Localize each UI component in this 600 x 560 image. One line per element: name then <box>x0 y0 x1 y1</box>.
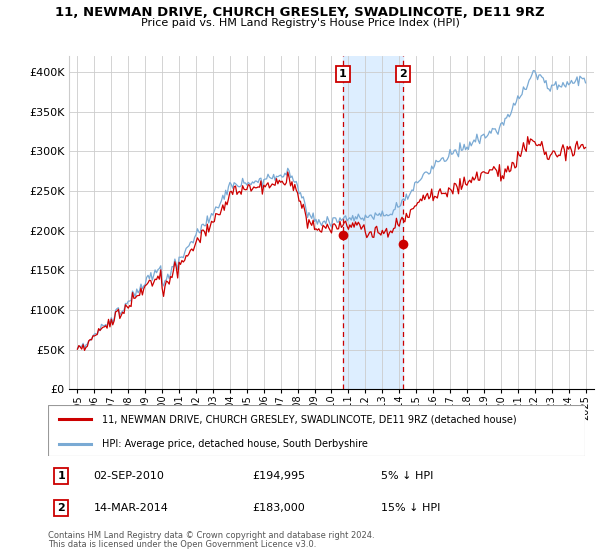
Bar <box>343 56 403 389</box>
Text: 15% ↓ HPI: 15% ↓ HPI <box>381 503 440 514</box>
Text: This data is licensed under the Open Government Licence v3.0.: This data is licensed under the Open Gov… <box>48 540 316 549</box>
FancyBboxPatch shape <box>48 405 585 456</box>
Text: 2: 2 <box>399 69 407 80</box>
Text: £194,995: £194,995 <box>252 471 305 481</box>
Text: 1: 1 <box>58 471 65 481</box>
Text: 11, NEWMAN DRIVE, CHURCH GRESLEY, SWADLINCOTE, DE11 9RZ: 11, NEWMAN DRIVE, CHURCH GRESLEY, SWADLI… <box>55 6 545 18</box>
Text: 02-SEP-2010: 02-SEP-2010 <box>94 471 164 481</box>
Text: 14-MAR-2014: 14-MAR-2014 <box>94 503 169 514</box>
Text: 1: 1 <box>339 69 347 80</box>
Text: 2: 2 <box>58 503 65 514</box>
Text: £183,000: £183,000 <box>252 503 305 514</box>
Text: Price paid vs. HM Land Registry's House Price Index (HPI): Price paid vs. HM Land Registry's House … <box>140 18 460 28</box>
Text: 11, NEWMAN DRIVE, CHURCH GRESLEY, SWADLINCOTE, DE11 9RZ (detached house): 11, NEWMAN DRIVE, CHURCH GRESLEY, SWADLI… <box>102 414 517 424</box>
Text: HPI: Average price, detached house, South Derbyshire: HPI: Average price, detached house, Sout… <box>102 438 368 449</box>
Text: 5% ↓ HPI: 5% ↓ HPI <box>381 471 433 481</box>
Text: Contains HM Land Registry data © Crown copyright and database right 2024.: Contains HM Land Registry data © Crown c… <box>48 531 374 540</box>
